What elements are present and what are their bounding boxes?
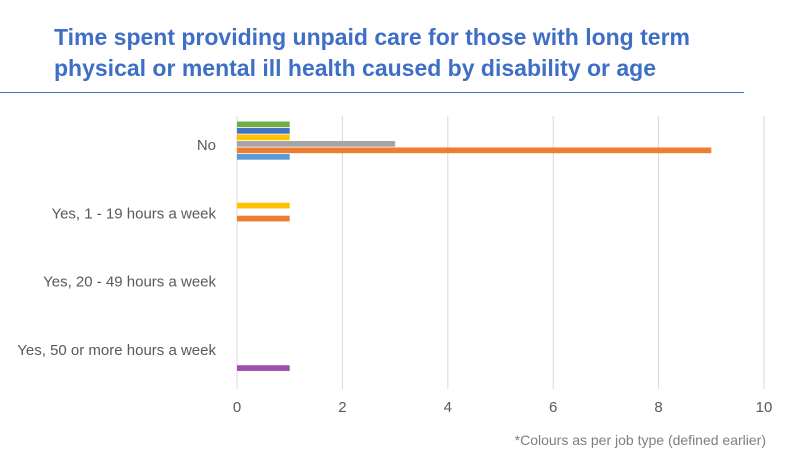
bar — [237, 154, 290, 160]
category-label: Yes, 20 - 49 hours a week — [43, 274, 216, 291]
bar — [237, 141, 396, 147]
bar — [237, 215, 290, 222]
title-underline — [0, 92, 744, 93]
x-tick-label: 10 — [756, 399, 773, 416]
x-tick-label: 0 — [233, 399, 241, 416]
x-tick-label: 2 — [338, 399, 346, 416]
x-tick-label: 4 — [444, 399, 452, 416]
category-label: No — [197, 137, 216, 154]
bar — [237, 128, 290, 134]
category-label: Yes, 1 - 19 hours a week — [51, 205, 216, 222]
bar — [237, 121, 290, 128]
bar — [237, 365, 290, 371]
x-tick-label: 6 — [549, 399, 557, 416]
bar — [237, 147, 712, 154]
bar — [237, 134, 290, 141]
category-label: Yes, 50 or more hours a week — [17, 342, 216, 359]
footnote: *Colours as per job type (defined earlie… — [514, 432, 766, 448]
bar — [237, 202, 290, 209]
x-tick-label: 8 — [654, 399, 662, 416]
chart-title: Time spent providing unpaid care for tho… — [54, 24, 690, 81]
